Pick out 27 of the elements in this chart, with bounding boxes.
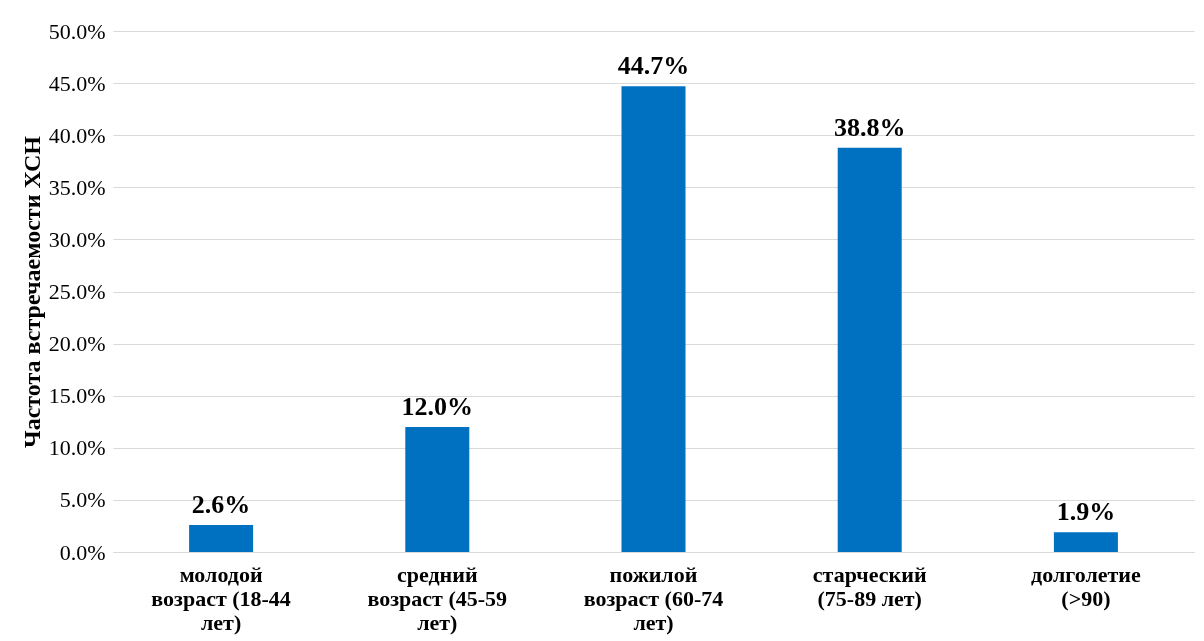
x-tick-label: долголетие (>90) [1031,561,1141,611]
y-tick-label: 15.0% [48,383,106,409]
y-tick-label: 0.0% [59,539,106,565]
y-tick-label: 25.0% [48,279,106,304]
y-tick-label: 10.0% [48,435,106,461]
bar [837,147,902,552]
data-label: 12.0% [401,391,474,421]
y-tick-label: 5.0% [59,487,106,513]
y-axis-title: Частота встречаемости ХСН [18,135,45,448]
y-tick-label: 45.0% [48,70,106,96]
y-tick-label: 30.0% [48,226,106,252]
bar [189,524,254,552]
bar [405,426,470,552]
data-label: 1.9% [1056,497,1116,527]
x-tick-label: пожилой возраст (60-74 лет) [583,561,724,635]
bar [1053,532,1118,552]
data-label: 2.6% [191,489,251,519]
data-label: 38.8% [833,112,906,142]
y-tick-label: 50.0% [48,18,106,44]
x-tick-label: старческий (75-89 лет) [812,561,927,611]
y-tick-label: 20.0% [48,331,106,357]
bar [621,86,686,552]
data-label: 44.7% [617,51,690,81]
x-tick-label: молодой возраст (18-44 лет) [151,561,291,635]
y-tick-label: 35.0% [48,174,106,200]
x-tick-label: средний возраст (45-59 лет) [367,561,508,635]
y-tick-label: 40.0% [48,122,106,148]
